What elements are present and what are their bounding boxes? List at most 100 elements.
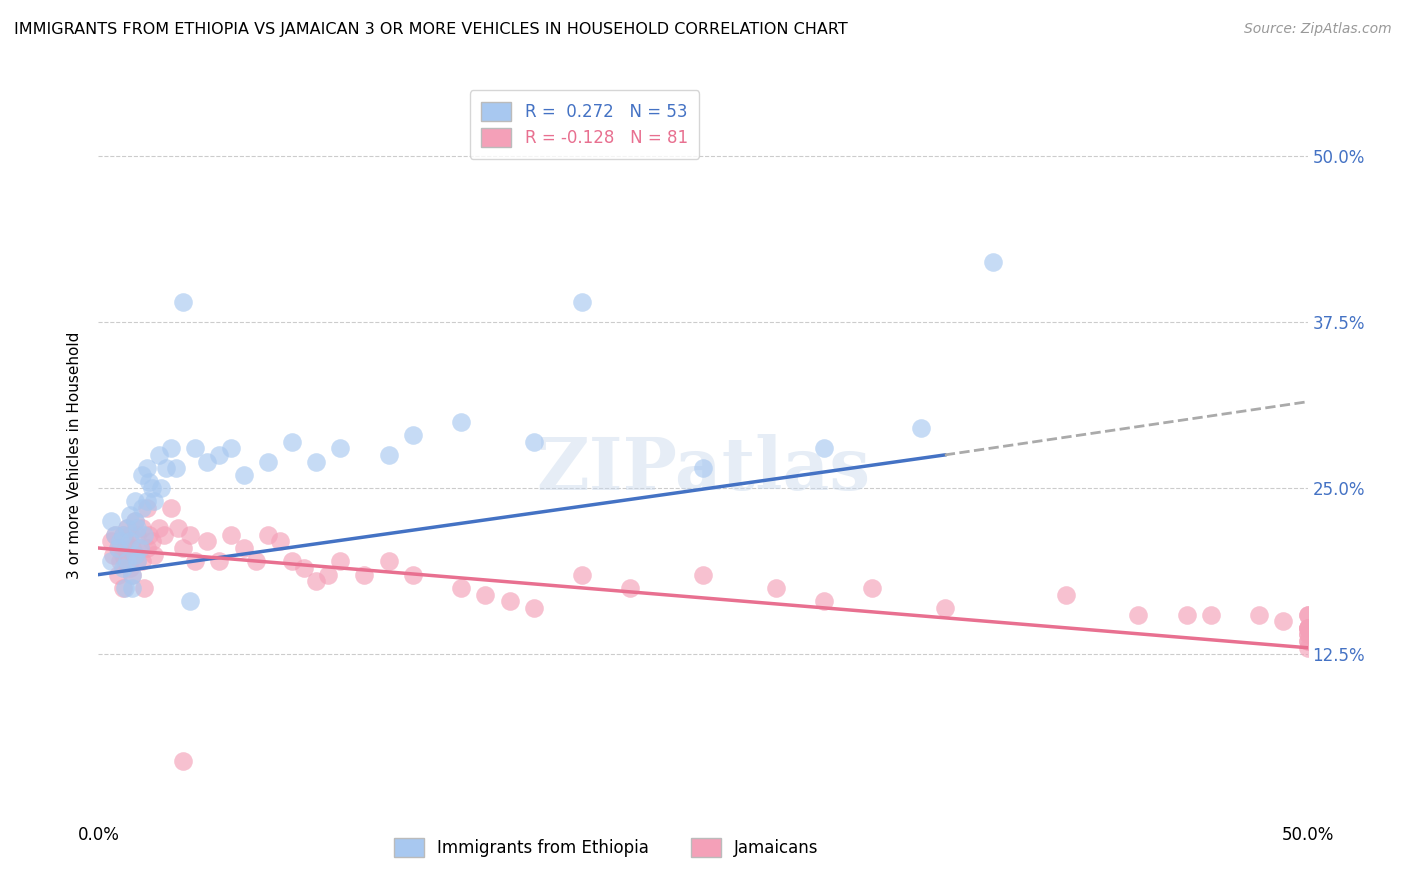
Point [100, 534, 122, 549]
Text: Source: ZipAtlas.com: Source: ZipAtlas.com [1244, 22, 1392, 37]
Point [121, 567, 143, 582]
Point [128, 541, 150, 555]
Point [329, 442, 352, 456]
Point [256, 527, 278, 541]
Point [118, 527, 141, 541]
Point [143, 494, 166, 508]
Point [135, 461, 157, 475]
Point [117, 554, 139, 568]
Point [281, 434, 304, 449]
Point [127, 521, 149, 535]
Point [152, 527, 174, 541]
Text: ZIPatlas: ZIPatlas [536, 434, 870, 505]
Point [107, 541, 129, 555]
Text: IMMIGRANTS FROM ETHIOPIA VS JAMAICAN 3 OR MORE VEHICLES IN HOUSEHOLD CORRELATION: IMMIGRANTS FROM ETHIOPIA VS JAMAICAN 3 O… [14, 22, 848, 37]
Point [934, 600, 956, 615]
Point [117, 521, 139, 535]
Point [172, 541, 194, 555]
Point [114, 581, 136, 595]
Point [1296, 634, 1319, 648]
Point [377, 448, 399, 462]
Point [571, 567, 593, 582]
Point [1296, 627, 1319, 641]
Point [131, 501, 153, 516]
Point [100, 554, 122, 568]
Point [498, 594, 520, 608]
Point [184, 554, 207, 568]
Point [108, 534, 131, 549]
Point [195, 534, 218, 549]
Point [128, 541, 150, 555]
Point [148, 448, 170, 462]
Point [377, 554, 399, 568]
Point [104, 527, 127, 541]
Point [269, 534, 291, 549]
Point [1199, 607, 1222, 622]
Point [118, 534, 141, 549]
Point [111, 561, 134, 575]
Point [402, 428, 425, 442]
Point [104, 527, 127, 541]
Legend: Immigrants from Ethiopia, Jamaicans: Immigrants from Ethiopia, Jamaicans [387, 831, 825, 863]
Point [121, 581, 143, 595]
Point [571, 295, 593, 310]
Point [1296, 607, 1319, 622]
Point [165, 461, 187, 475]
Point [450, 415, 472, 429]
Point [111, 581, 134, 595]
Point [121, 567, 143, 582]
Point [179, 527, 201, 541]
Point [124, 548, 146, 562]
Point [305, 454, 328, 468]
Point [1054, 588, 1077, 602]
Point [1296, 640, 1319, 655]
Point [111, 527, 134, 541]
Point [450, 581, 472, 595]
Point [131, 554, 153, 568]
Point [208, 448, 231, 462]
Point [135, 501, 157, 516]
Point [131, 467, 153, 482]
Point [138, 475, 160, 489]
Point [329, 554, 352, 568]
Point [101, 548, 124, 562]
Point [184, 442, 207, 456]
Point [114, 554, 136, 568]
Point [1296, 621, 1319, 635]
Point [221, 442, 243, 456]
Point [111, 548, 134, 562]
Point [131, 521, 153, 535]
Point [108, 554, 131, 568]
Point [692, 461, 714, 475]
Point [141, 481, 163, 495]
Point [134, 527, 156, 541]
Point [402, 567, 425, 582]
Point [353, 567, 375, 582]
Point [117, 541, 139, 555]
Point [160, 442, 183, 456]
Point [135, 541, 157, 555]
Point [474, 588, 496, 602]
Point [124, 494, 146, 508]
Point [179, 594, 201, 608]
Point [523, 600, 546, 615]
Point [910, 421, 932, 435]
Point [765, 581, 787, 595]
Point [141, 534, 163, 549]
Point [813, 594, 835, 608]
Point [135, 494, 157, 508]
Point [1128, 607, 1150, 622]
Point [208, 554, 231, 568]
Point [148, 521, 170, 535]
Y-axis label: 3 or more Vehicles in Household: 3 or more Vehicles in Household [67, 331, 83, 579]
Point [692, 567, 714, 582]
Point [143, 548, 166, 562]
Point [1272, 614, 1295, 628]
Point [150, 481, 173, 495]
Point [172, 295, 194, 310]
Point [981, 255, 1004, 269]
Point [155, 461, 177, 475]
Point [121, 541, 143, 555]
Point [167, 521, 190, 535]
Point [292, 561, 315, 575]
